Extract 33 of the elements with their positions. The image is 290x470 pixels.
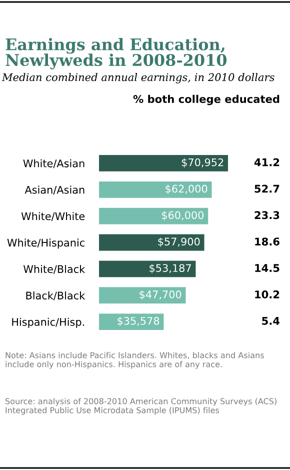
chart-subtitle: Median combined annual earnings, in 2010 dollars <box>2 73 274 84</box>
bar <box>99 234 204 251</box>
text: 52.7 <box>254 184 280 193</box>
text: 14.5 <box>255 264 280 272</box>
text: % both college educated <box>133 94 280 106</box>
y-tick-label: White/Asian <box>23 159 84 168</box>
data-label: $70,952 <box>182 158 224 168</box>
data-label: $60,000 <box>162 211 204 220</box>
data-label: $57,900 <box>158 237 200 247</box>
text: 23.3 <box>254 211 280 220</box>
bar <box>99 260 196 278</box>
data-label: $53,187 <box>150 264 191 274</box>
y-tick-label: White/White <box>21 212 85 221</box>
data-label: $62,000 <box>166 184 208 194</box>
data-label: $35,578 <box>118 316 160 326</box>
bar <box>99 181 212 198</box>
y-tick-label: White/Hispanic <box>7 238 84 249</box>
bar <box>99 155 228 172</box>
y-tick-label: White/Black <box>23 264 86 274</box>
source-note: Source: analysis of 2008-2010 American Community Surveys (ACS) Integrated Public Use Microdata Sample (IPUMS) files <box>6 398 276 415</box>
bar <box>99 287 186 304</box>
y-tick-label: Hispanic/Hisp. <box>12 318 84 328</box>
text: 18.6 <box>255 238 280 246</box>
text: 5.4 <box>262 317 280 325</box>
text: Note: Asians include Pacific Islanders. Whites, blacks and Asians include only non-Hispanics. Hispanics are of any race. <box>6 352 264 369</box>
bar <box>99 314 164 330</box>
chart-title: Earnings and Education, Newlyweds in 2008-2010 <box>6 38 227 70</box>
text: 10.2 <box>255 290 280 298</box>
text: 41.2 <box>254 158 280 166</box>
data-label: $47,700 <box>140 290 182 300</box>
y-tick-label: Black/Black <box>26 291 86 300</box>
y-tick-label: Asian/Asian <box>24 186 84 195</box>
bar <box>99 208 208 224</box>
